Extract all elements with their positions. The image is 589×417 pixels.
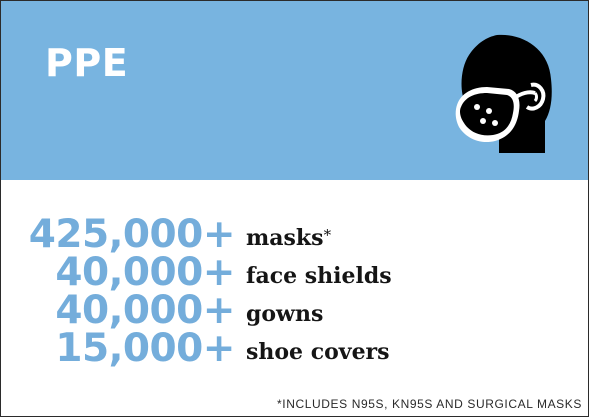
face-mask-person-icon xyxy=(455,34,552,153)
stat-count: 15,000+ xyxy=(55,326,235,371)
list-item: 425,000+ masks* xyxy=(1,215,588,255)
stat-label: gowns xyxy=(246,301,324,327)
stat-count: 40,000+ xyxy=(55,288,235,333)
stat-label: masks* xyxy=(246,225,332,251)
footnote-mark: * xyxy=(323,226,332,244)
page-title: PPE xyxy=(45,41,129,85)
footnote: *INCLUDES N95S, KN95S AND SURGICAL MASKS xyxy=(277,397,582,411)
stat-label: face shields xyxy=(246,263,392,289)
list-item: 40,000+ gowns xyxy=(1,291,588,331)
stat-count: 40,000+ xyxy=(55,250,235,295)
stat-label: shoe covers xyxy=(246,339,390,365)
list-item: 15,000+ shoe covers xyxy=(1,329,588,369)
list-item: 40,000+ face shields xyxy=(1,253,588,293)
header-banner: PPE xyxy=(1,1,588,180)
stat-count: 425,000+ xyxy=(28,212,236,257)
